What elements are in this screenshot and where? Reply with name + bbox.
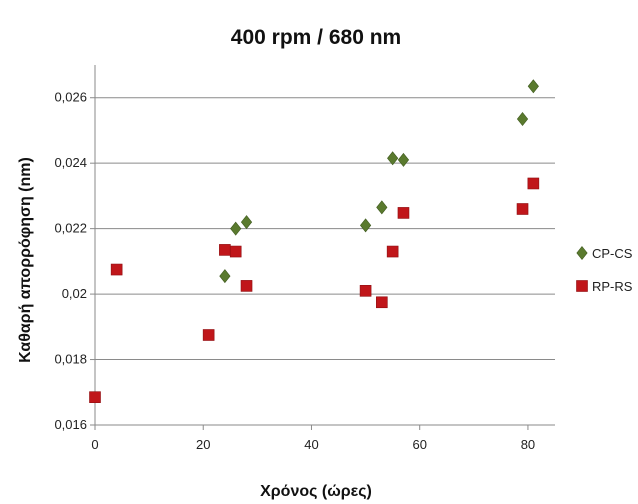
y-tick-label: 0,02 <box>62 286 87 301</box>
legend-marker-cp-cs <box>576 246 588 260</box>
rp-rs-point <box>219 244 231 256</box>
y-tick-label: 0,018 <box>54 352 87 367</box>
x-tick-label: 20 <box>196 437 210 452</box>
legend-label-rp-rs: RP-RS <box>592 279 633 294</box>
y-tick-label: 0,016 <box>54 417 87 432</box>
gridlines <box>95 97 555 426</box>
cp-cs-point <box>397 152 410 167</box>
rp-rs-point <box>240 280 253 292</box>
legend: CP-CS RP-RS <box>576 246 633 294</box>
x-tick-label: 60 <box>412 437 426 452</box>
chart-title: 400 rpm / 680 nm <box>231 26 401 49</box>
x-tick-label: 40 <box>304 437 318 452</box>
cp-cs-point <box>360 218 372 233</box>
y-tick-label: 0,026 <box>54 90 87 105</box>
cp-cs-point <box>376 200 388 215</box>
rp-rs-point <box>359 285 372 297</box>
axes <box>90 65 555 430</box>
y-tick-label: 0,022 <box>54 221 87 236</box>
cp-cs-point <box>516 112 529 126</box>
cp-cs-point <box>230 221 242 236</box>
rp-rs-point <box>376 296 388 309</box>
cp-cs-point <box>387 151 399 166</box>
cp-cs-point <box>527 79 539 94</box>
legend-marker-rp-rs <box>576 280 588 292</box>
rp-rs-point <box>110 263 123 276</box>
rp-rs-point <box>527 177 540 190</box>
y-axis-label: Καθαρή απορρόφηση (nm) <box>17 157 34 363</box>
rp-rs-point <box>397 207 410 219</box>
x-tick-label: 80 <box>521 437 535 452</box>
cp-cs-point <box>219 269 231 284</box>
y-tick-label: 0,024 <box>54 155 87 170</box>
cp-cs-point <box>240 215 253 230</box>
rp-rs-point <box>516 203 529 215</box>
tick-labels: 0,016 0,018 0,02 0,022 0,024 0,026 0 20 40 60 80 <box>54 90 535 452</box>
rp-rs-point <box>89 391 101 403</box>
rp-rs-point <box>386 245 399 258</box>
x-axis-label: Χρόνος (ώρες) <box>260 483 372 500</box>
data-points <box>89 79 540 403</box>
rp-rs-point <box>229 245 242 258</box>
legend-label-cp-cs: CP-CS <box>592 246 633 261</box>
rp-rs-point <box>202 329 215 341</box>
x-tick-label: 0 <box>91 437 98 452</box>
